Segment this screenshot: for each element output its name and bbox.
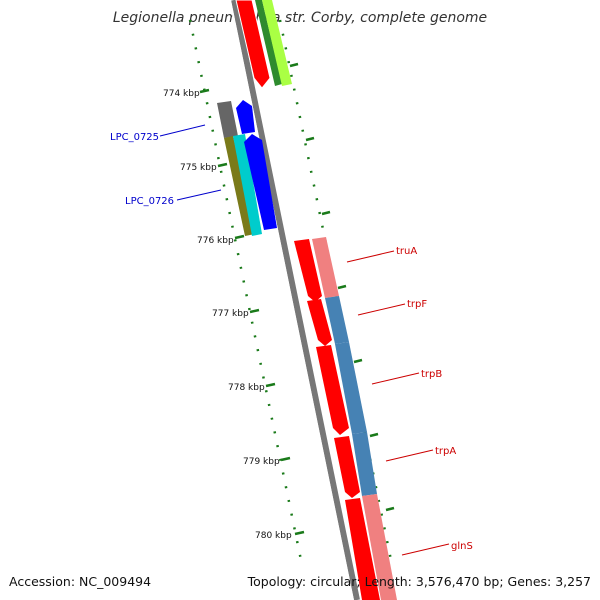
lime-feature-top [262,0,292,86]
leader-LPC_0725 [159,124,206,137]
gene-label-trpB: trpB [421,369,442,380]
outer-ticks [289,62,395,512]
tick-label: 774 kbp [163,89,200,99]
backbone-line [229,0,354,600]
forward-cds-truA [294,239,322,302]
tick-label: 776 kbp [197,236,234,246]
band-trpF [325,296,349,344]
forward-cds-trpA [334,436,360,498]
tick-label: 778 kbp [228,383,265,393]
forward-cds-trpB [316,345,349,435]
inner-scale-track [188,19,304,566]
backbone-shadow [231,0,360,600]
forward-cds-trpF [307,299,332,346]
gene-label-trpF: trpF [407,299,427,310]
band-trpB [335,342,367,434]
leader-truA [346,250,395,263]
leader-trpA [385,449,434,462]
leader-trpF [357,303,406,316]
forward-cds-glnS [345,498,380,600]
band-glnS [362,494,397,600]
gene-label-glnS: glnS [451,541,473,552]
map-title: Legionella pneumophila str. Corby, compl… [112,10,488,26]
leader-trpB [371,372,420,385]
forward-cds-top [235,0,271,89]
tick-label: 775 kbp [180,163,217,173]
accession-text: Accession: NC_009494 [9,574,152,589]
grey-feature [217,101,238,138]
gene-label-trpA: trpA [435,446,456,457]
green-feature-top [255,0,282,86]
tick-label: 780 kbp [255,531,292,541]
leader-glnS [401,543,450,556]
reverse-cds-LPC_0725 [236,100,255,134]
band-truA [312,237,339,298]
aqua-feature [233,134,262,236]
gene-label-LPC_0725: LPC_0725 [110,132,159,143]
leader-LPC_0726 [176,189,222,201]
genome-summary-text: Topology: circular; Length: 3,576,470 bp… [247,574,591,589]
band-trpA [352,432,377,496]
tick-label: 779 kbp [243,457,280,467]
reverse-cds-LPC_0726 [244,134,277,230]
tick-label: 777 kbp [212,309,249,319]
gene-label-LPC_0726: LPC_0726 [125,196,174,207]
gene-label-truA: truA [396,246,417,257]
major-ticks [199,88,305,536]
